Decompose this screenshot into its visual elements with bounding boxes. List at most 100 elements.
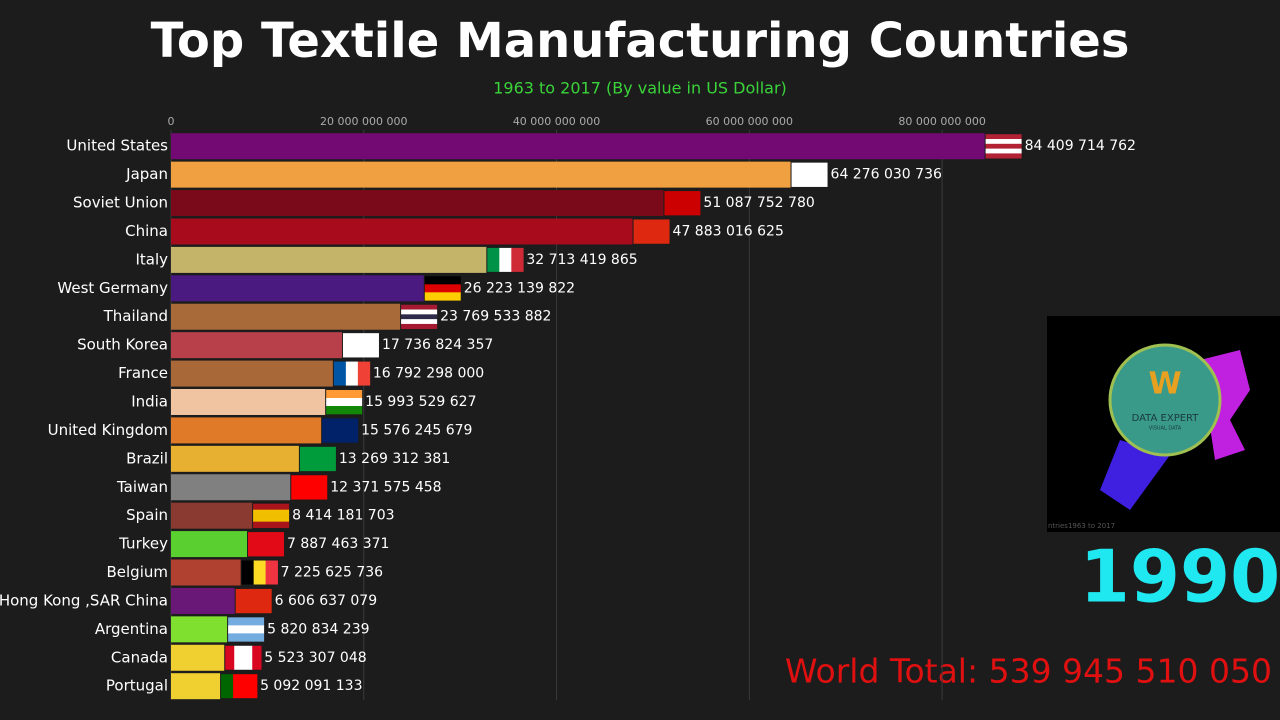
flag-stripe (322, 418, 359, 443)
value-label: 6 606 637 079 (275, 593, 377, 609)
category-label: South Korea (77, 336, 168, 354)
logo: W DATA EXPERT VISUAL DATA ntries1963 to … (1047, 316, 1280, 532)
flag-stripe (228, 633, 265, 642)
value-label: 23 769 533 882 (440, 309, 551, 325)
flag-stripe (424, 292, 461, 301)
value-label: 8 414 181 703 (292, 508, 394, 524)
flag-stripe (985, 148, 1022, 154)
flag-stripe (253, 509, 290, 516)
flag-stripe (424, 276, 461, 285)
flag (424, 276, 461, 301)
flag-stripe (664, 191, 701, 216)
category-label: Thailand (103, 307, 168, 325)
flag-stripe (499, 247, 512, 272)
bar (171, 502, 253, 529)
category-label: Taiwan (116, 478, 168, 496)
bar (171, 303, 401, 330)
flag-stripe (225, 645, 235, 670)
value-label: 26 223 139 822 (464, 280, 575, 296)
flag-stripe (299, 446, 336, 472)
value-label: 47 883 016 625 (673, 223, 784, 239)
bar (171, 388, 326, 415)
flag-stripe (228, 625, 265, 634)
flag-stripe (326, 405, 363, 415)
value-label: 15 576 245 679 (361, 422, 472, 438)
category-label: Canada (111, 648, 168, 666)
category-label: Soviet Union (73, 194, 168, 212)
logo-mark: W (1148, 367, 1181, 402)
flag (326, 389, 363, 415)
category-label: Belgium (107, 563, 169, 581)
category-label: China (125, 222, 168, 240)
flag (342, 333, 379, 358)
flag (664, 191, 701, 216)
bar (171, 559, 241, 586)
category-label: Hong Kong ,SAR China (0, 591, 168, 609)
value-label: 64 276 030 736 (831, 167, 942, 183)
bar (171, 445, 299, 472)
flag-stripe (985, 143, 1022, 149)
value-label: 7 887 463 371 (287, 536, 389, 552)
flag-stripe (985, 134, 1022, 140)
bar (171, 616, 228, 643)
value-label: 84 409 714 762 (1025, 138, 1136, 154)
category-label: Turkey (118, 535, 168, 553)
flag (487, 247, 524, 272)
bar (171, 673, 221, 700)
logo-burst (1100, 440, 1170, 510)
value-label: 51 087 752 780 (703, 195, 814, 211)
flag (235, 588, 272, 614)
category-label: West Germany (57, 279, 168, 297)
bar (171, 360, 333, 387)
flag-stripe (265, 560, 278, 585)
value-label: 12 371 575 458 (330, 479, 441, 495)
bar (171, 644, 225, 671)
flag-stripe (253, 560, 266, 585)
chart-subtitle: 1963 to 2017 (By value in US Dollar) (493, 79, 787, 98)
flag-stripe (487, 247, 500, 272)
value-label: 5 092 091 133 (260, 678, 362, 694)
flag-stripe (342, 333, 379, 358)
flag (401, 304, 438, 330)
flag-stripe (233, 674, 246, 699)
x-tick-label: 40 000 000 000 (513, 115, 600, 128)
flag (221, 674, 258, 699)
bar (171, 531, 248, 558)
flag-stripe (245, 674, 258, 699)
value-label: 13 269 312 381 (339, 451, 450, 467)
flag-stripe (401, 323, 438, 330)
flag (985, 134, 1022, 159)
chart-title: Top Textile Manufacturing Countries (151, 13, 1130, 69)
flag (322, 418, 359, 443)
bar (171, 332, 342, 359)
bar (171, 218, 633, 245)
flag (333, 361, 371, 386)
flag-stripe (985, 139, 1022, 145)
flag-stripe (253, 503, 290, 510)
flag-stripe (424, 284, 461, 293)
logo-title: DATA EXPERT (1132, 413, 1200, 424)
flag-stripe (333, 361, 347, 386)
flag (241, 560, 278, 585)
flag (225, 645, 262, 670)
flag (291, 475, 328, 500)
flag (248, 532, 285, 557)
flag-stripe (241, 560, 254, 585)
value-label: 32 713 419 865 (526, 252, 637, 268)
flag-stripe (234, 645, 244, 670)
flag-stripe (791, 162, 828, 187)
flag-stripe (345, 361, 359, 386)
flag-stripe (401, 314, 438, 320)
flag (299, 446, 336, 472)
x-tick-label: 80 000 000 000 (898, 115, 985, 128)
category-label: Argentina (95, 620, 168, 638)
flag-stripe (235, 588, 272, 614)
flag-stripe (985, 153, 1022, 159)
flag-stripe (252, 645, 262, 670)
value-label: 7 225 625 736 (281, 565, 384, 581)
bar (171, 161, 791, 188)
flag-stripe (357, 361, 371, 386)
bar (171, 246, 487, 273)
flag-stripe (291, 475, 328, 500)
flag-stripe (253, 521, 290, 528)
